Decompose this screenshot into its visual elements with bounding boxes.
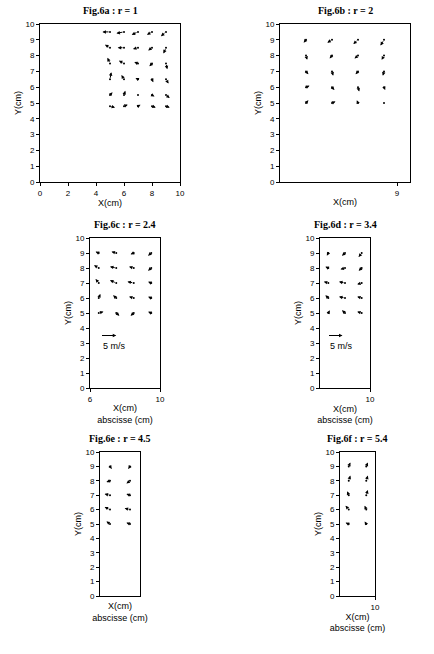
- svg-text:6: 6: [310, 294, 315, 303]
- svg-text:5 m/s: 5 m/s: [330, 341, 353, 351]
- svg-text:Fig.6e : r = 4.5: Fig.6e : r = 4.5: [89, 433, 151, 444]
- svg-text:0: 0: [30, 178, 35, 187]
- svg-text:0: 0: [310, 384, 315, 393]
- svg-text:Y(cm): Y(cm): [13, 91, 23, 115]
- svg-text:5: 5: [80, 309, 85, 318]
- svg-text:5: 5: [270, 99, 275, 108]
- svg-text:8: 8: [150, 189, 155, 198]
- svg-text:X(cm)abscisse (cm): X(cm)abscisse (cm): [317, 404, 373, 426]
- svg-text:1: 1: [90, 577, 95, 586]
- svg-text:8: 8: [30, 51, 35, 60]
- svg-text:1: 1: [310, 369, 315, 378]
- svg-text:4: 4: [90, 534, 95, 543]
- svg-text:X(cm): X(cm): [333, 197, 357, 207]
- svg-text:7: 7: [270, 67, 275, 76]
- svg-text:Y(cm): Y(cm): [73, 512, 83, 536]
- svg-text:10: 10: [265, 20, 274, 29]
- svg-text:4: 4: [80, 324, 85, 333]
- svg-text:8: 8: [310, 264, 315, 273]
- svg-text:0: 0: [330, 592, 335, 601]
- svg-text:6: 6: [122, 189, 127, 198]
- svg-text:2: 2: [330, 563, 335, 572]
- svg-text:10: 10: [25, 20, 34, 29]
- svg-text:10: 10: [85, 448, 94, 457]
- svg-text:Y(cm): Y(cm): [293, 301, 303, 325]
- svg-text:9: 9: [80, 249, 85, 258]
- svg-text:10: 10: [305, 234, 314, 243]
- svg-text:3: 3: [330, 549, 335, 558]
- svg-text:10: 10: [75, 234, 84, 243]
- svg-text:2: 2: [310, 354, 315, 363]
- svg-text:9: 9: [395, 189, 400, 198]
- svg-text:8: 8: [330, 477, 335, 486]
- svg-text:X(cm)abscisse (cm): X(cm)abscisse (cm): [330, 612, 386, 634]
- svg-text:X(cm)abscisse (cm): X(cm)abscisse (cm): [92, 601, 148, 623]
- svg-text:7: 7: [80, 279, 85, 288]
- svg-text:1: 1: [270, 162, 275, 171]
- svg-text:2: 2: [90, 563, 95, 572]
- svg-text:Fig.6d : r = 3.4: Fig.6d : r = 3.4: [314, 219, 377, 230]
- svg-text:7: 7: [330, 491, 335, 500]
- svg-text:8: 8: [270, 51, 275, 60]
- svg-text:2: 2: [66, 189, 71, 198]
- svg-text:2: 2: [30, 146, 35, 155]
- svg-text:9: 9: [330, 462, 335, 471]
- svg-text:6: 6: [330, 505, 335, 514]
- svg-text:6: 6: [80, 294, 85, 303]
- svg-text:9: 9: [270, 36, 275, 45]
- svg-text:2: 2: [80, 354, 85, 363]
- svg-text:5: 5: [30, 99, 35, 108]
- svg-text:5: 5: [310, 309, 315, 318]
- svg-text:X(cm)abscisse (cm): X(cm)abscisse (cm): [97, 403, 153, 425]
- svg-text:6: 6: [30, 83, 35, 92]
- svg-text:10: 10: [325, 448, 334, 457]
- svg-text:10: 10: [176, 189, 185, 198]
- svg-text:8: 8: [90, 477, 95, 486]
- svg-text:0: 0: [80, 384, 85, 393]
- svg-text:3: 3: [310, 339, 315, 348]
- svg-text:3: 3: [270, 130, 275, 139]
- svg-text:Fig.6b : r = 2: Fig.6b : r = 2: [318, 5, 373, 16]
- svg-text:Y(cm): Y(cm): [63, 301, 73, 325]
- svg-text:3: 3: [90, 549, 95, 558]
- svg-text:Fig.6a : r = 1: Fig.6a : r = 1: [83, 5, 138, 16]
- svg-text:9: 9: [310, 249, 315, 258]
- svg-text:5: 5: [90, 520, 95, 529]
- svg-text:3: 3: [80, 339, 85, 348]
- svg-text:5 m/s: 5 m/s: [103, 341, 126, 351]
- svg-text:0: 0: [270, 178, 275, 187]
- svg-text:2: 2: [270, 146, 275, 155]
- svg-text:7: 7: [30, 67, 35, 76]
- svg-text:10: 10: [366, 395, 375, 404]
- svg-text:1: 1: [330, 577, 335, 586]
- svg-text:7: 7: [310, 279, 315, 288]
- svg-text:7: 7: [90, 491, 95, 500]
- svg-text:8: 8: [80, 264, 85, 273]
- svg-text:6: 6: [88, 395, 93, 404]
- svg-text:4: 4: [270, 115, 275, 124]
- svg-text:3: 3: [30, 130, 35, 139]
- svg-text:Fig.6c : r = 2.4: Fig.6c : r = 2.4: [94, 219, 156, 230]
- svg-text:0: 0: [38, 189, 43, 198]
- svg-text:10: 10: [371, 603, 380, 612]
- svg-text:6: 6: [90, 505, 95, 514]
- svg-text:1: 1: [80, 369, 85, 378]
- svg-text:9: 9: [90, 462, 95, 471]
- svg-text:X(cm): X(cm): [98, 198, 122, 208]
- svg-text:0: 0: [90, 592, 95, 601]
- svg-text:4: 4: [94, 189, 99, 198]
- svg-text:10: 10: [156, 395, 165, 404]
- svg-text:4: 4: [330, 534, 335, 543]
- svg-text:Fig.6f : r = 5.4: Fig.6f : r = 5.4: [327, 433, 388, 444]
- svg-text:6: 6: [270, 83, 275, 92]
- svg-text:Y(cm): Y(cm): [253, 91, 263, 115]
- svg-text:4: 4: [30, 115, 35, 124]
- svg-text:1: 1: [30, 162, 35, 171]
- svg-text:4: 4: [310, 324, 315, 333]
- svg-text:5: 5: [330, 520, 335, 529]
- svg-text:9: 9: [30, 36, 35, 45]
- svg-text:Y(cm): Y(cm): [313, 512, 323, 536]
